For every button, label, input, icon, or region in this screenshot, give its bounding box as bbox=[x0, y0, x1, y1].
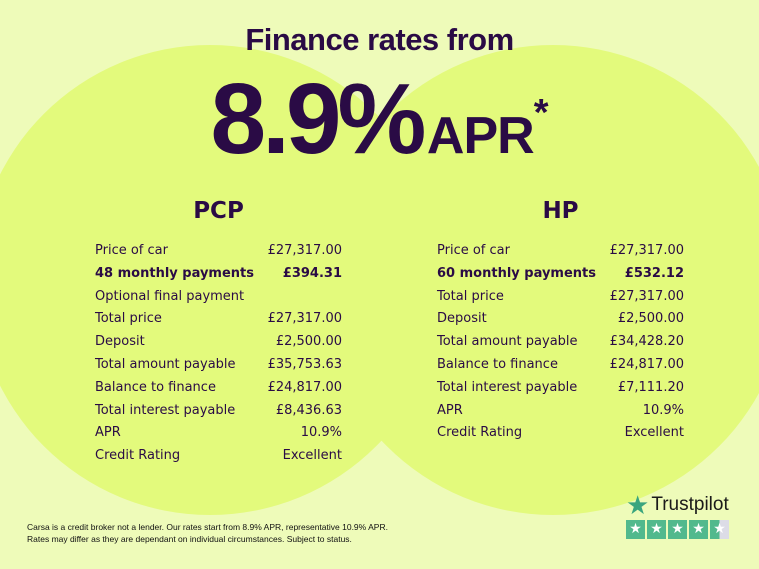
pcp-table: PCP Price of car £27,317.00 48 monthly pay… bbox=[95, 198, 342, 468]
row-value: £24,817.00 bbox=[267, 379, 342, 395]
trustpilot-badge[interactable]: ★ Trustpilot ★ ★ ★ ★ ★ bbox=[626, 490, 729, 539]
table-row: Total interest payable £8,436.63 bbox=[95, 400, 342, 423]
row-value: £27,317.00 bbox=[267, 311, 342, 327]
headline-title: Finance rates from bbox=[245, 22, 514, 57]
row-value: £34,428.20 bbox=[609, 334, 684, 350]
row-label: Total interest payable bbox=[95, 402, 236, 418]
disclaimer: Carsa is a credit broker not a lender. O… bbox=[27, 521, 388, 545]
table-row: Credit Rating Excellent bbox=[95, 445, 342, 468]
asterisk: * bbox=[533, 92, 549, 134]
trustpilot-rating-stars: ★ ★ ★ ★ ★ bbox=[626, 520, 729, 539]
table-row: Price of car £27,317.00 bbox=[437, 240, 684, 263]
row-value: £27,317.00 bbox=[609, 243, 684, 258]
row-value: £35,753.63 bbox=[267, 356, 342, 372]
row-label: Total interest payable bbox=[437, 379, 578, 395]
rating-star-icon: ★ bbox=[668, 520, 687, 539]
row-label: Total amount payable bbox=[437, 334, 578, 350]
row-value: £24,817.00 bbox=[609, 356, 684, 372]
table-row: Total price £27,317.00 bbox=[95, 308, 342, 331]
row-value: £2,500.00 bbox=[617, 311, 684, 327]
row-value: £532.12 bbox=[624, 265, 684, 281]
row-label: APR bbox=[95, 425, 121, 441]
hp-heading: HP bbox=[542, 198, 579, 224]
row-label: Price of car bbox=[95, 243, 168, 258]
row-value: £394.31 bbox=[282, 265, 342, 281]
table-row: APR 10.9% bbox=[437, 400, 684, 423]
headline-rate: 8.9% APR* bbox=[0, 62, 759, 177]
row-label: Total amount payable bbox=[95, 356, 236, 372]
table-row: Optional final payment bbox=[95, 286, 342, 309]
table-row: Total amount payable £35,753.63 bbox=[95, 354, 342, 377]
trustpilot-brand: Trustpilot bbox=[651, 494, 729, 515]
pcp-heading: PCP bbox=[193, 198, 244, 224]
table-row: Total amount payable £34,428.20 bbox=[437, 331, 684, 354]
table-row: Credit Rating Excellent bbox=[437, 422, 684, 445]
table-row: 48 monthly payments £394.31 bbox=[95, 263, 342, 286]
row-label: Deposit bbox=[437, 311, 487, 327]
pcp-rows: Price of car £27,317.00 48 monthly payment… bbox=[95, 240, 342, 468]
row-label: Total price bbox=[95, 311, 162, 327]
table-row: Deposit £2,500.00 bbox=[437, 308, 684, 331]
decorative-circle-right bbox=[318, 45, 759, 515]
rating-star-icon: ★ bbox=[626, 520, 645, 539]
disclaimer-line-1: Carsa is a credit broker not a lender. O… bbox=[27, 522, 388, 532]
row-label: APR bbox=[437, 402, 463, 418]
rating-star-icon: ★ bbox=[647, 520, 666, 539]
row-label: Deposit bbox=[95, 334, 145, 350]
apr-label: APR bbox=[426, 107, 535, 165]
table-row: APR 10.9% bbox=[95, 422, 342, 445]
row-value: £27,317.00 bbox=[267, 243, 342, 258]
row-label: Optional final payment bbox=[95, 288, 245, 304]
rating-star-icon: ★ bbox=[710, 520, 729, 539]
row-value: Excellent bbox=[624, 425, 684, 441]
table-row: Price of car £27,317.00 bbox=[95, 240, 342, 263]
row-label: Credit Rating bbox=[437, 425, 523, 441]
row-value: 10.9% bbox=[642, 402, 684, 418]
table-row: Total price £27,317.00 bbox=[437, 286, 684, 309]
trustpilot-logo: ★ Trustpilot bbox=[626, 490, 729, 520]
star-icon: ★ bbox=[626, 490, 650, 520]
row-value: £7,111.20 bbox=[617, 379, 684, 395]
table-row: Deposit £2,500.00 bbox=[95, 331, 342, 354]
row-value: Excellent bbox=[282, 448, 342, 464]
row-label: Credit Rating bbox=[95, 448, 181, 464]
disclaimer-line-2: Rates may differ as they are dependant o… bbox=[27, 534, 352, 544]
row-label: 60 monthly payments bbox=[437, 265, 596, 281]
table-row: Balance to finance £24,817.00 bbox=[95, 377, 342, 400]
row-label: 48 monthly payments bbox=[95, 265, 254, 281]
row-value: 10.9% bbox=[300, 425, 342, 441]
table-row: Balance to finance £24,817.00 bbox=[437, 354, 684, 377]
hp-rows: Price of car £27,317.00 60 monthly payment… bbox=[437, 240, 684, 445]
hp-table: HP Price of car £27,317.00 60 monthly paym… bbox=[437, 198, 684, 445]
row-value: £27,317.00 bbox=[609, 288, 684, 304]
row-label: Balance to finance bbox=[95, 379, 216, 395]
row-label: Balance to finance bbox=[437, 356, 558, 372]
table-row: 60 monthly payments £532.12 bbox=[437, 263, 684, 286]
rating-star-icon: ★ bbox=[689, 520, 708, 539]
row-value: £2,500.00 bbox=[275, 334, 342, 350]
rate-value: 8.9% bbox=[210, 63, 427, 175]
row-value: £8,436.63 bbox=[275, 402, 342, 418]
row-label: Price of car bbox=[437, 243, 510, 258]
table-row: Total interest payable £7,111.20 bbox=[437, 377, 684, 400]
row-label: Total price bbox=[437, 288, 504, 304]
